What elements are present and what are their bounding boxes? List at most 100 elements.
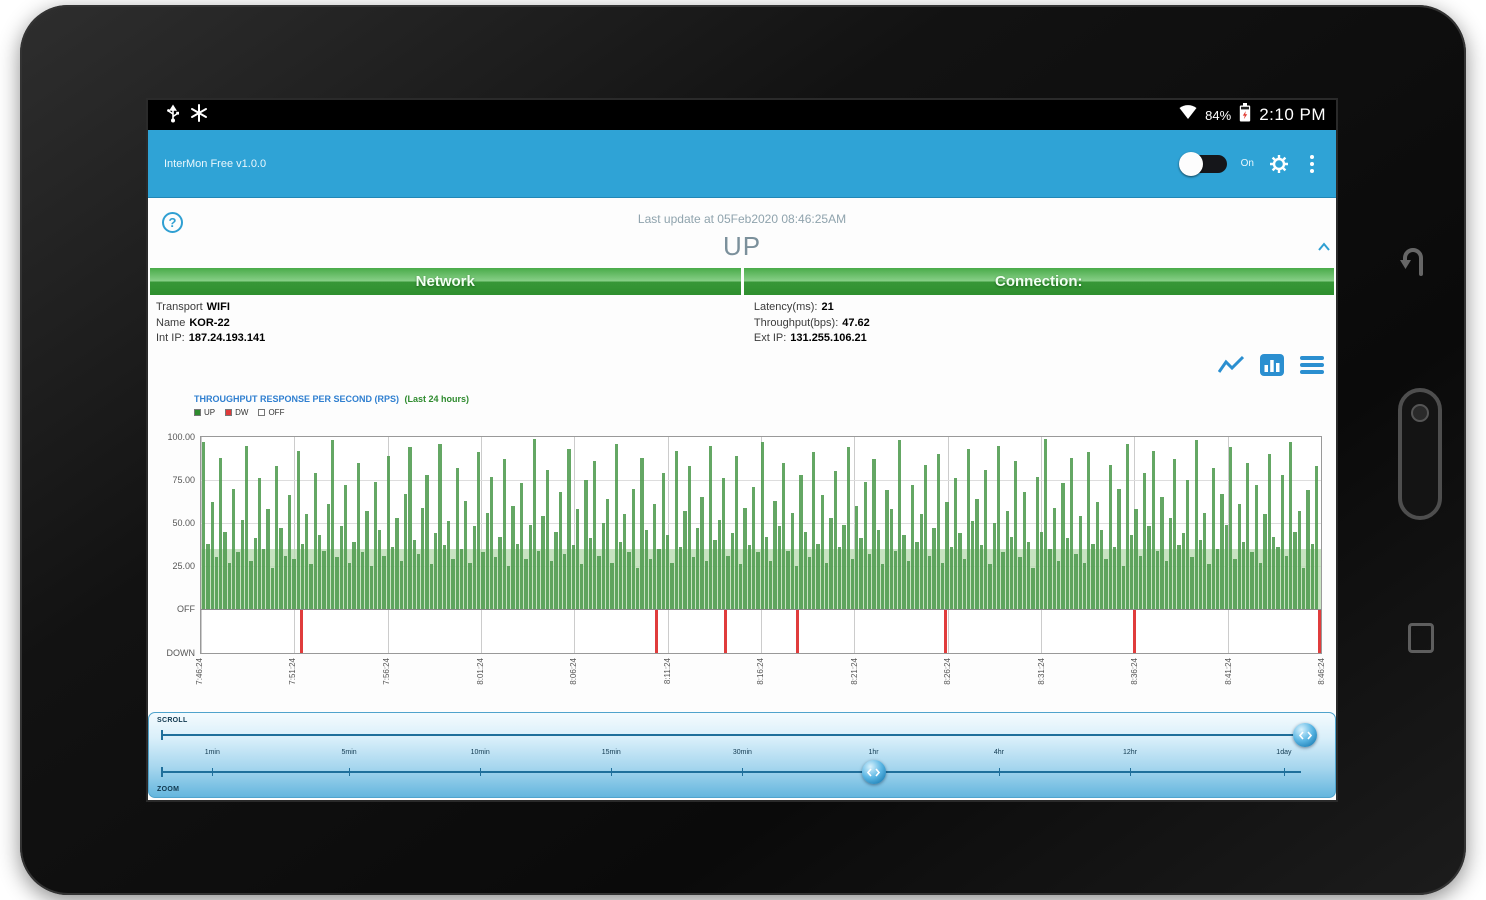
up-bar [365,510,369,609]
help-icon[interactable]: ? [162,212,183,233]
zoom-tick [1130,768,1131,776]
chart-legend: UP DW OFF [194,408,284,417]
up-bar [1018,557,1022,609]
list-view-icon[interactable] [1300,355,1324,375]
up-bar [1100,529,1104,609]
section-headers: Network Connection: [150,268,1334,295]
up-bar [408,447,412,609]
x-tick-label: 8:01:24 [475,658,485,685]
up-bar [1293,531,1297,609]
up-bar [468,562,472,609]
up-bar [1014,461,1018,609]
zoom-tick-label: 15min [601,749,621,756]
up-bar [631,488,635,609]
back-key[interactable] [1400,245,1428,282]
tablet-device: 84% 2:10 PM InterMon Free v1.0.0 [20,5,1466,895]
line-chart-icon[interactable] [1218,355,1244,375]
up-bar [1302,567,1306,609]
app-title: InterMon Free v1.0.0 [164,157,267,170]
up-bar [876,529,880,609]
legend-swatch [258,409,266,416]
connection-info: Latency(ms): 21 Throughput(bps): 47.62 Ext… [754,300,870,347]
up-bar [1306,490,1310,609]
up-bar [575,509,580,609]
screen: 84% 2:10 PM InterMon Free v1.0.0 [148,100,1336,800]
outage-mark [795,610,799,653]
up-bar [666,535,670,609]
x-tick-label: 8:36:24 [1130,658,1139,685]
zoom-tick-label: 30min [732,749,752,756]
up-bar [941,562,945,609]
settings-gear-icon[interactable] [1268,153,1290,175]
up-bar [1224,524,1228,609]
up-bar [1198,540,1203,609]
up-bar [300,543,305,609]
up-bar [932,528,936,609]
up-bar [1048,548,1052,609]
status-bar: 84% 2:10 PM [148,100,1336,130]
up-bar [842,524,846,609]
up-bar [451,559,455,609]
up-bar [1211,467,1216,609]
bar-chart-icon[interactable] [1260,354,1284,376]
overflow-menu-icon[interactable] [1304,153,1320,175]
monitor-toggle[interactable] [1178,151,1227,176]
up-bar [773,500,777,609]
up-bar [1250,552,1254,609]
wifi-icon [1179,105,1197,125]
up-bar [532,438,537,609]
up-bar [1220,493,1224,609]
collapse-icon[interactable] [1318,238,1330,256]
up-bar [1185,480,1190,609]
zoom-tick-label: 1day [1276,749,1292,756]
zoom-handle[interactable] [861,760,886,784]
up-bar [902,535,906,609]
zoom-tick [212,768,214,776]
up-bar [893,550,898,609]
up-bar [1044,438,1048,609]
x-tick-label: 7:56:24 [381,658,391,685]
gridline [854,437,856,653]
up-bar [210,502,214,609]
up-bar [635,567,640,609]
up-bar [674,450,678,609]
scroll-handle[interactable] [1293,723,1317,747]
up-bar [782,462,786,609]
up-bar [421,507,425,609]
up-bar [1022,492,1026,609]
up-bar [360,552,365,609]
up-bar [309,564,313,609]
up-bar [287,495,292,609]
up-bar [623,514,627,609]
zoom-tick [1283,768,1285,776]
up-bar [601,523,605,609]
up-bar [1125,443,1130,609]
up-bar [240,519,244,609]
up-bar [399,560,403,609]
up-bar [1091,543,1095,609]
zoom-label: ZOOM [157,786,180,793]
home-button[interactable] [1398,388,1442,520]
battery-percent: 84% [1205,107,1232,123]
scroll-label: SCROLL [157,717,188,724]
y-tick-label: 50.00 [172,518,195,528]
up-bar [807,557,812,609]
up-bar [1147,526,1151,609]
up-bar [661,473,666,609]
up-bar [1216,548,1220,609]
recent-apps-key[interactable] [1408,623,1434,653]
up-bar [605,498,610,609]
up-bar [1061,483,1065,609]
up-bar [481,552,485,609]
up-bar [322,550,326,609]
up-bar [846,447,850,609]
zoom-tick [349,768,351,776]
up-bar [833,471,837,609]
up-bar [1160,497,1164,609]
up-bar [880,564,885,609]
y-tick-label: DOWN [166,648,196,658]
up-bar [339,526,343,609]
up-bar [966,449,971,609]
up-bar [515,543,519,609]
